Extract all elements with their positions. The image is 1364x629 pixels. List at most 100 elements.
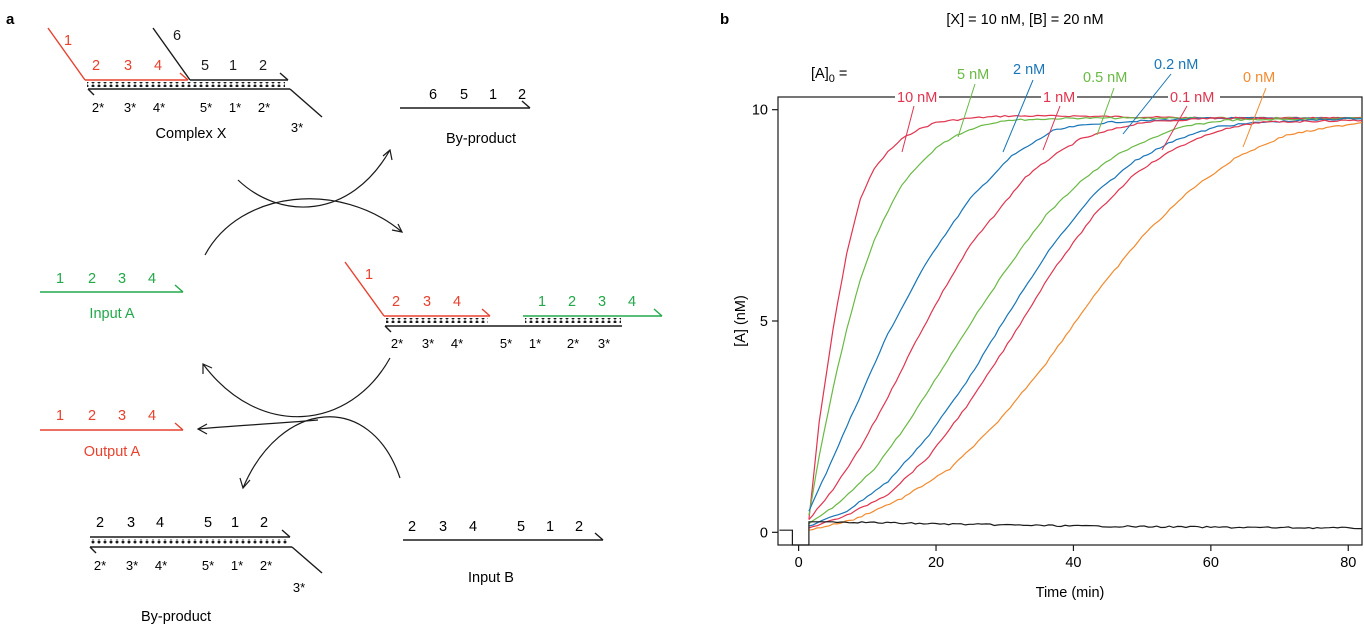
series-label: 0 nM — [1243, 70, 1275, 86]
domain-label: 5 — [201, 58, 209, 74]
domain-label: 1 — [546, 519, 554, 535]
complex-x-black-overhang-strand — [152, 27, 191, 81]
domain-label: 5 — [517, 519, 525, 535]
x-tick-label: 0 — [795, 555, 803, 571]
plot-frame — [777, 96, 1363, 546]
series-line — [808, 117, 1363, 527]
output-a-caption: Output A — [84, 444, 141, 460]
byproduct-top-arrowhead — [521, 100, 531, 109]
domain-label: 1 — [365, 267, 373, 283]
arrowhead — [202, 363, 213, 374]
series-label-leader — [957, 83, 976, 138]
series-line — [808, 116, 1362, 520]
series-label-leader — [1096, 87, 1115, 136]
domain-label: 5 — [460, 87, 468, 103]
input-b: 2 3 4 5 1 2 Input B — [403, 519, 604, 586]
y-ticks: 0 5 10 — [752, 103, 778, 541]
legend-labels: 10 nM 5 nM 2 nM 1 nM 0.5 nM 0.2 nM 0.1 nM 0 nM — [895, 57, 1275, 153]
domain-label: 2 — [260, 515, 268, 531]
byproduct-bottom-tail-strand — [291, 546, 323, 574]
domain-label: 1 — [229, 58, 237, 74]
byproduct-bottom-arrowhead — [281, 529, 291, 538]
domain-label: 2 — [92, 58, 100, 74]
byproduct-bottom-base-pairs — [90, 539, 288, 544]
intermediate-red-arrowhead — [481, 308, 491, 317]
series-label-leader — [1042, 105, 1061, 151]
domain-label: 2 — [96, 515, 104, 531]
complex-x-black-strand-arrowhead — [279, 72, 289, 81]
domain-label: 4* — [153, 100, 165, 115]
domain-label: 2* — [94, 558, 106, 573]
complex-x-bottom-strand-hook — [87, 88, 95, 96]
legend-prefix-main: [A] — [811, 66, 829, 82]
series-line — [808, 114, 1363, 520]
y-tick-label: 10 — [752, 103, 768, 119]
series-line — [808, 116, 1363, 516]
complex-x: 1 2 3 4 6 5 1 2 2* 3* 4* 5* 1* 2* 3* Com… — [47, 27, 323, 142]
domain-label: 6 — [173, 28, 181, 44]
domain-label: 5 — [204, 515, 212, 531]
domain-label: 3* — [291, 120, 303, 135]
domain-label: 4 — [148, 271, 156, 287]
domain-label: 3* — [293, 580, 305, 595]
plot-area: 10 nM5 nM 2 nM1 nM0.5 nM0.2 nM0.1 nM0 nM … — [752, 57, 1363, 571]
domain-label: 2* — [260, 558, 272, 573]
x-tick-label: 60 — [1203, 555, 1219, 571]
domain-label: 4 — [453, 294, 461, 310]
panel-b: b [X] = 10 nM, [B] = 20 nM [A]0 = 10 nM5… — [720, 11, 1363, 601]
byproduct-bottom-caption: By-product — [141, 609, 211, 625]
domain-label: 3 — [423, 294, 431, 310]
x-tick-label: 40 — [1065, 555, 1081, 571]
domain-label: 3 — [127, 515, 135, 531]
byproduct-bottom: 2 3 4 5 1 2 2* 3* 4* 5* 1* 2* 3* By-prod… — [89, 515, 323, 625]
domain-label: 2* — [391, 336, 403, 351]
x-axis-label: Time (min) — [1036, 585, 1105, 601]
intermediate-red-overhang-strand — [344, 261, 385, 317]
intermediate-green-arrowhead — [653, 308, 663, 317]
series-label-background — [1168, 89, 1220, 105]
y-axis-label: [A] (nM) — [733, 295, 749, 347]
complex-x-red-strand-arrowhead — [179, 72, 189, 81]
domain-label: 1 — [56, 271, 64, 287]
byproduct-bottom-hook — [89, 546, 97, 554]
arrow-to-output-a — [197, 419, 319, 430]
series-label-leader — [901, 105, 915, 153]
panel-a-label: a — [6, 11, 15, 28]
series-label-background — [1041, 89, 1077, 105]
domain-label: 3 — [118, 271, 126, 287]
domain-label: 2 — [259, 58, 267, 74]
domain-label: 2* — [92, 100, 104, 115]
domain-label: 4 — [154, 58, 162, 74]
domain-label: 3 — [118, 408, 126, 424]
domain-label: 2* — [258, 100, 270, 115]
domain-label: 4 — [148, 408, 156, 424]
series-label: 2 nM — [1013, 62, 1045, 78]
chart-title: [X] = 10 nM, [B] = 20 nM — [946, 12, 1103, 28]
domain-label: 4 — [156, 515, 164, 531]
output-a-arrowhead — [174, 422, 184, 431]
domain-label: 1* — [231, 558, 243, 573]
series-line — [808, 121, 1363, 531]
panel-b-label: b — [720, 11, 729, 28]
domain-label: 2* — [567, 336, 579, 351]
series-label-leader — [1002, 79, 1034, 153]
series-label: 0.1 nM — [1170, 90, 1214, 106]
domain-label: 2 — [392, 294, 400, 310]
x-tick-label: 20 — [928, 555, 944, 571]
intermediate-complex: 1 2 3 4 1 2 3 4 2* 3* 4* 5* 1* 2* 3* — [344, 261, 663, 351]
domain-label: 1* — [529, 336, 541, 351]
lower-reaction-arrows — [196, 357, 401, 490]
domain-label: 2 — [575, 519, 583, 535]
domain-label: 3* — [422, 336, 434, 351]
domain-label: 1 — [64, 33, 72, 49]
byproduct-top: 6 5 1 2 By-product — [400, 87, 531, 147]
series-label-leader — [1242, 87, 1267, 148]
domain-label: 5* — [202, 558, 214, 573]
arrowhead — [391, 223, 404, 233]
domain-label: 3 — [124, 58, 132, 74]
y-tick-label: 0 — [760, 525, 768, 541]
domain-label: 1 — [489, 87, 497, 103]
domain-label: 1 — [56, 408, 64, 424]
arrow-to-intermediate — [204, 198, 403, 256]
